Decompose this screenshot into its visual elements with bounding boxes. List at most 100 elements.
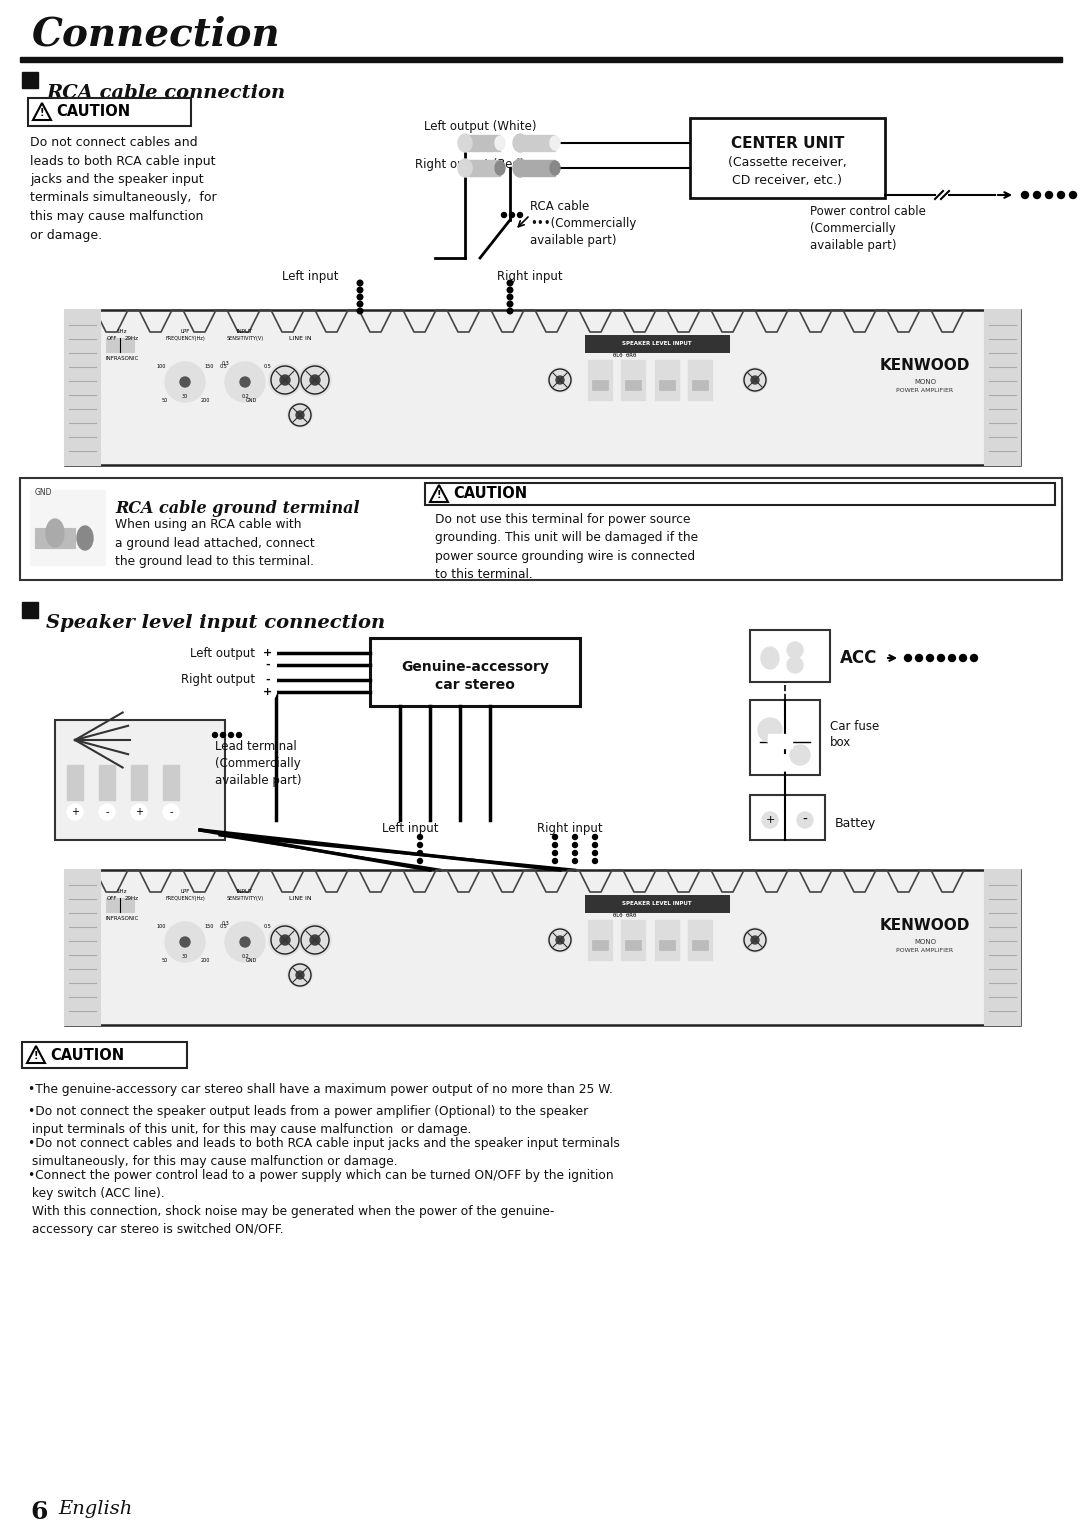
Circle shape: [357, 300, 363, 307]
Text: -: -: [170, 806, 173, 817]
Text: Right input: Right input: [497, 270, 563, 284]
Circle shape: [787, 642, 804, 658]
Circle shape: [269, 363, 301, 396]
Circle shape: [553, 851, 557, 855]
Text: +: +: [264, 648, 272, 658]
Circle shape: [553, 858, 557, 863]
Ellipse shape: [458, 133, 472, 152]
Circle shape: [548, 927, 572, 952]
Text: OFF: OFF: [107, 336, 118, 340]
FancyBboxPatch shape: [22, 1042, 187, 1069]
Bar: [768, 734, 792, 748]
Circle shape: [501, 213, 507, 218]
Text: LPF: LPF: [180, 889, 190, 894]
FancyBboxPatch shape: [750, 796, 825, 840]
Circle shape: [1069, 192, 1077, 198]
Circle shape: [357, 281, 363, 285]
Bar: [654, 360, 679, 400]
Text: Right output: Right output: [180, 673, 255, 685]
Text: Right output (Red): Right output (Red): [415, 158, 525, 172]
Text: 30: 30: [181, 954, 188, 960]
Circle shape: [593, 834, 597, 840]
Text: 200: 200: [200, 958, 210, 963]
Bar: [592, 380, 608, 389]
Circle shape: [937, 655, 945, 662]
Text: 50: 50: [162, 958, 168, 963]
Circle shape: [357, 308, 363, 314]
Bar: [131, 765, 147, 800]
Text: (Cassette receiver,
CD receiver, etc.): (Cassette receiver, CD receiver, etc.): [728, 156, 847, 187]
Text: Car fuse
box: Car fuse box: [831, 721, 879, 750]
Circle shape: [418, 834, 422, 840]
Text: Left output: Left output: [190, 647, 255, 661]
Text: !: !: [40, 107, 44, 118]
Text: Right input: Right input: [537, 822, 603, 835]
Text: SPEAKER LEVEL INPUT: SPEAKER LEVEL INPUT: [622, 901, 692, 906]
Text: +: +: [766, 816, 774, 825]
Circle shape: [743, 927, 767, 952]
Text: -: -: [105, 806, 109, 817]
Bar: [688, 920, 712, 960]
Circle shape: [163, 803, 179, 820]
Bar: [588, 920, 612, 960]
Circle shape: [1057, 192, 1065, 198]
Text: LINE IN: LINE IN: [288, 336, 311, 340]
Circle shape: [418, 858, 422, 863]
Text: INFRASONIC: INFRASONIC: [106, 356, 138, 360]
Text: Do not use this terminal for power source
grounding. This unit will be damaged i: Do not use this terminal for power sourc…: [435, 514, 698, 581]
Ellipse shape: [513, 159, 527, 176]
Text: GND: GND: [245, 399, 257, 403]
Bar: [99, 765, 114, 800]
Circle shape: [1045, 192, 1053, 198]
Circle shape: [787, 658, 804, 673]
Bar: [65, 310, 100, 464]
Circle shape: [240, 937, 249, 947]
Circle shape: [927, 655, 933, 662]
Text: 100: 100: [157, 924, 165, 929]
Circle shape: [260, 684, 276, 701]
Circle shape: [229, 733, 233, 737]
Bar: [21, 57, 1062, 61]
Text: POWER AMPLIFIER: POWER AMPLIFIER: [896, 947, 954, 954]
Circle shape: [508, 308, 513, 314]
Circle shape: [572, 834, 578, 840]
Circle shape: [220, 733, 226, 737]
Text: POWER AMPLIFIER: POWER AMPLIFIER: [896, 388, 954, 392]
Text: SENSITIVITY(V): SENSITIVITY(V): [227, 895, 264, 901]
Circle shape: [758, 717, 782, 742]
FancyBboxPatch shape: [426, 483, 1055, 504]
Circle shape: [67, 803, 83, 820]
Circle shape: [948, 655, 956, 662]
Circle shape: [548, 368, 572, 392]
Text: 0.5: 0.5: [219, 924, 227, 929]
Circle shape: [260, 645, 276, 661]
Text: 0.5: 0.5: [264, 363, 271, 369]
Ellipse shape: [46, 520, 64, 547]
FancyBboxPatch shape: [750, 701, 820, 776]
Text: CAUTION: CAUTION: [453, 486, 527, 501]
Text: +: +: [264, 687, 272, 698]
Circle shape: [959, 655, 967, 662]
Circle shape: [508, 281, 513, 285]
Bar: [67, 765, 83, 800]
Circle shape: [310, 376, 320, 385]
Circle shape: [517, 213, 523, 218]
Text: 29Hz: 29Hz: [125, 895, 139, 901]
Circle shape: [593, 851, 597, 855]
Bar: [985, 310, 1020, 464]
Circle shape: [165, 362, 205, 402]
Text: -: -: [266, 661, 270, 670]
Text: 150: 150: [204, 924, 214, 929]
Circle shape: [296, 970, 303, 980]
Text: CAUTION: CAUTION: [56, 104, 130, 120]
Text: FREQUENCY(Hz): FREQUENCY(Hz): [165, 895, 205, 901]
Circle shape: [508, 287, 513, 293]
Text: Left input: Left input: [381, 822, 438, 835]
Bar: [465, 159, 500, 176]
Circle shape: [180, 377, 190, 386]
Text: GND: GND: [35, 487, 53, 497]
Circle shape: [240, 377, 249, 386]
Bar: [692, 940, 708, 950]
Circle shape: [797, 812, 813, 828]
Text: -: -: [802, 812, 808, 826]
